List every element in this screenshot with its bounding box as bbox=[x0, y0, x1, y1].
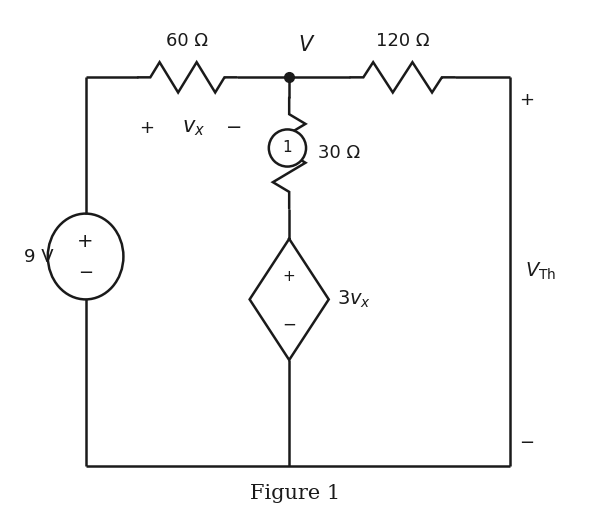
Ellipse shape bbox=[269, 129, 306, 167]
Text: −: − bbox=[78, 264, 93, 282]
Text: +: + bbox=[77, 232, 94, 251]
Text: 60 Ω: 60 Ω bbox=[166, 32, 208, 50]
Text: 1: 1 bbox=[283, 141, 292, 155]
Text: −: − bbox=[282, 316, 296, 334]
Text: −: − bbox=[519, 434, 534, 452]
Text: +: + bbox=[519, 91, 534, 109]
Text: $V$: $V$ bbox=[298, 35, 316, 54]
Text: 30 Ω: 30 Ω bbox=[318, 144, 360, 162]
Text: 120 Ω: 120 Ω bbox=[376, 32, 430, 50]
Text: +: + bbox=[283, 269, 296, 284]
Text: $V_{\rm Th}$: $V_{\rm Th}$ bbox=[525, 261, 556, 282]
Text: $v_x$: $v_x$ bbox=[182, 118, 205, 138]
Text: Figure 1: Figure 1 bbox=[250, 484, 340, 503]
Text: −: − bbox=[226, 119, 242, 137]
Text: 9 V: 9 V bbox=[24, 247, 54, 266]
Text: $3v_x$: $3v_x$ bbox=[337, 289, 372, 310]
Text: +: + bbox=[139, 119, 154, 137]
